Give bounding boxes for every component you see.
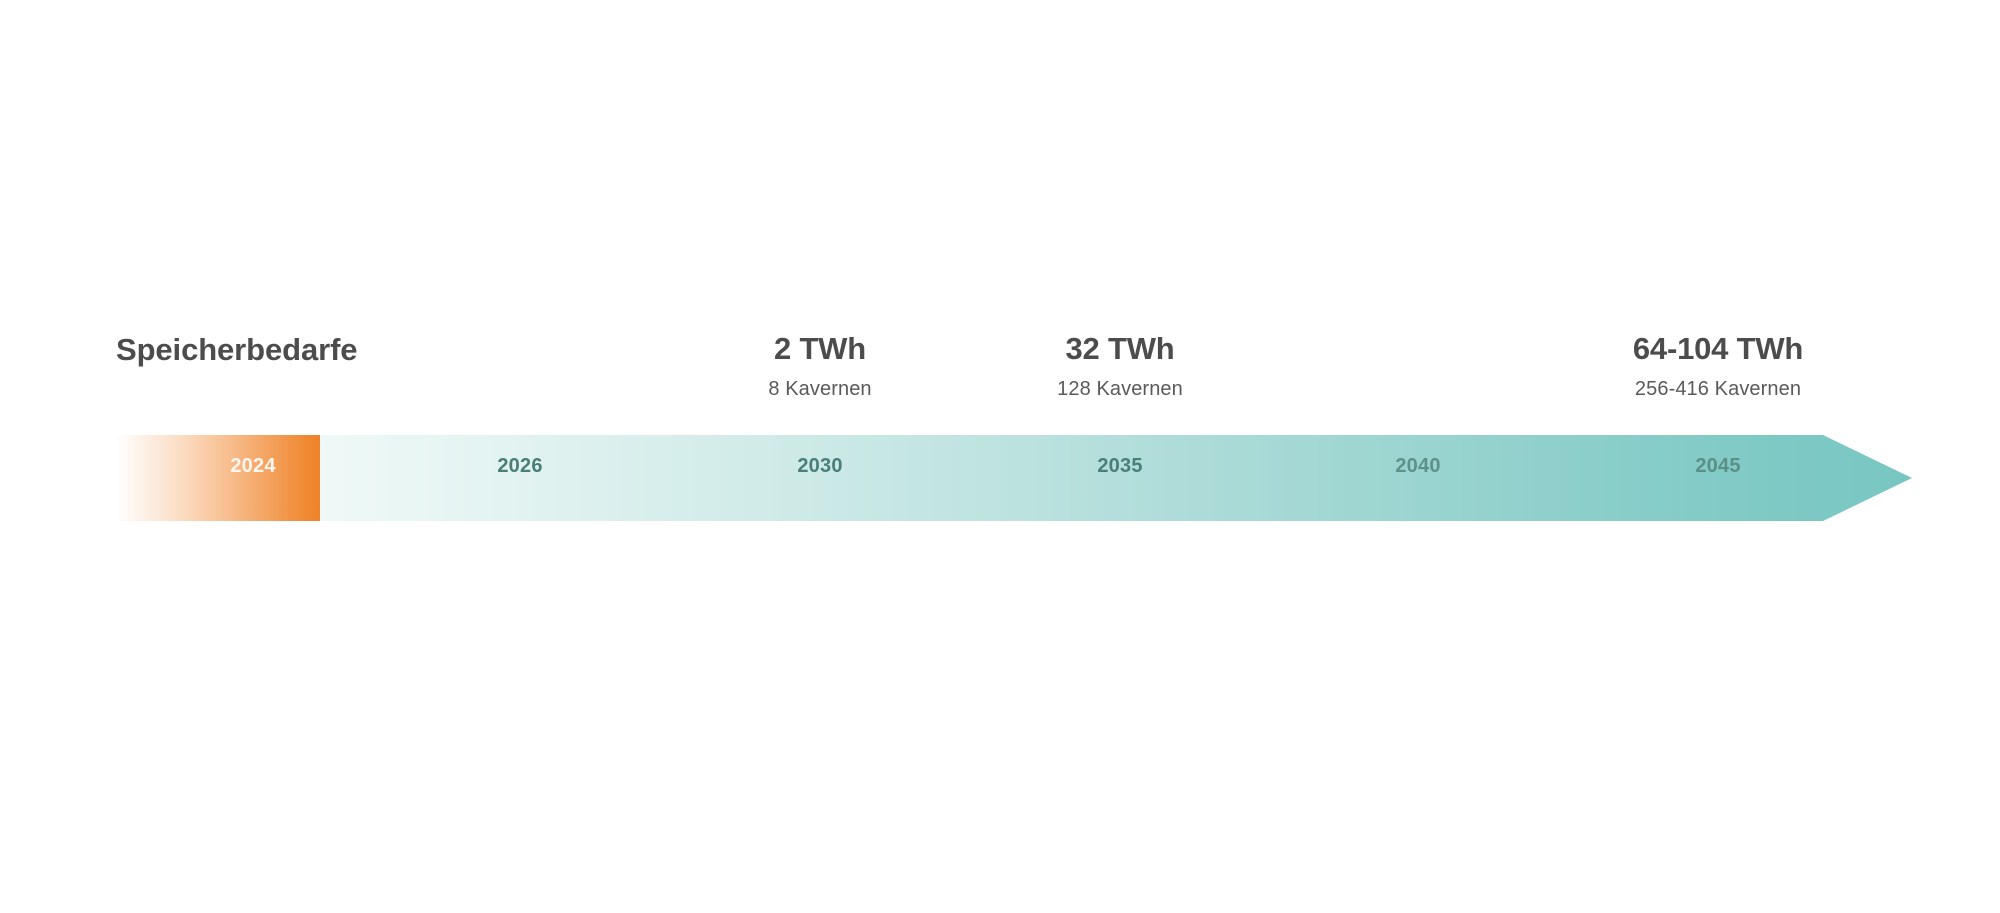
milestone-2035: 32 TWh 128 Kavernen [1057, 333, 1183, 399]
milestone-2045-value: 64-104 TWh [1632, 331, 1804, 366]
timeline-year-2045: 2045 [1695, 455, 1741, 477]
timeline-teal-gradient-bar [116, 435, 1912, 521]
timeline-arrow [116, 435, 1912, 521]
milestone-2030-value: 2 TWh [773, 331, 866, 366]
milestone-2035-value: 32 TWh [1065, 331, 1175, 366]
timeline-year-2035: 2035 [1097, 455, 1143, 477]
timeline-year-2026: 2026 [497, 455, 543, 477]
timeline-year-2040: 2040 [1395, 455, 1441, 477]
page-title: Speicherbedarfe [116, 332, 358, 367]
timeline-year-2030: 2030 [797, 455, 843, 477]
milestone-2035-caverns: 128 Kavernen [1057, 378, 1183, 400]
milestone-2030-caverns: 8 Kavernen [768, 378, 872, 400]
milestone-2045: 64-104 TWh 256-416 Kavernen [1633, 333, 1803, 399]
milestone-2030: 2 TWh 8 Kavernen [768, 333, 871, 399]
milestone-2045-caverns: 256-416 Kavernen [1634, 378, 1802, 400]
timeline-current-period-block [116, 435, 320, 521]
timeline-year-2024: 2024 [230, 455, 276, 477]
